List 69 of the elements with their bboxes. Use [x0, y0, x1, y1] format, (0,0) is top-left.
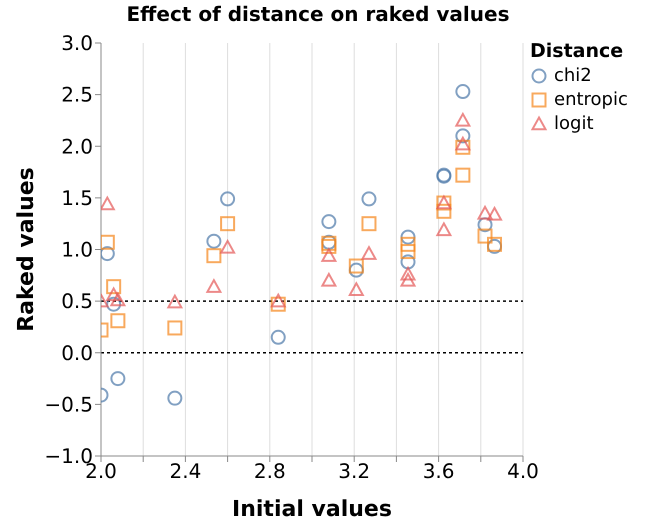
- point: [455, 168, 470, 183]
- point: [270, 294, 286, 308]
- legend-label: entropic: [554, 88, 628, 112]
- point: [167, 320, 182, 336]
- point: [220, 191, 236, 206]
- y-tick-label: 2.0: [61, 134, 93, 158]
- point: [220, 216, 236, 232]
- point: [478, 206, 493, 220]
- x-tick-label: 4.0: [507, 459, 539, 484]
- y-tick-label: 0.0: [61, 340, 93, 365]
- point: [101, 234, 115, 250]
- point: [321, 214, 336, 230]
- point: [400, 230, 416, 245]
- point: [321, 248, 336, 262]
- point: [436, 204, 452, 219]
- point: [167, 390, 182, 406]
- point: [361, 246, 376, 260]
- point: [348, 282, 364, 296]
- point: [400, 272, 416, 287]
- point: [101, 246, 115, 262]
- point: [400, 254, 416, 270]
- chart-title: Effect of distance on raked values: [126, 2, 510, 26]
- legend-label: logit: [554, 112, 594, 136]
- point: [455, 136, 470, 150]
- x-tick-label: 2.8: [254, 459, 286, 484]
- point: [455, 84, 470, 100]
- point: [361, 191, 376, 206]
- point: [348, 258, 364, 274]
- point: [400, 266, 416, 280]
- legend-title: Distance: [530, 40, 624, 62]
- point: [206, 234, 222, 249]
- point: [321, 238, 336, 254]
- point: [110, 371, 126, 386]
- x-tick-label: 2.4: [169, 459, 202, 484]
- point: [101, 196, 115, 210]
- point: [478, 217, 493, 232]
- point: [110, 292, 126, 306]
- x-tick-label: 3.2: [338, 459, 370, 484]
- point: [436, 222, 452, 236]
- legend-label: chi2: [554, 64, 592, 88]
- y-axis-title: Raked values: [14, 167, 39, 332]
- point: [361, 216, 376, 232]
- y-tick-label: −0.5: [44, 392, 93, 416]
- point: [106, 279, 122, 294]
- point: [321, 272, 336, 287]
- point: [348, 262, 364, 278]
- point: [400, 236, 416, 252]
- point: [400, 244, 416, 260]
- x-axis-title: Initial values: [232, 497, 392, 522]
- point: [110, 313, 126, 328]
- y-tick-label: 1.0: [61, 238, 93, 262]
- point: [206, 248, 222, 264]
- point: [167, 294, 182, 308]
- x-tick-label: 3.6: [422, 459, 455, 484]
- point: [487, 206, 502, 221]
- point: [220, 240, 236, 254]
- point: [270, 296, 286, 312]
- point: [455, 140, 470, 155]
- point: [206, 279, 222, 293]
- y-tick-label: 0.5: [61, 289, 93, 314]
- y-tick-label: 3.0: [61, 31, 93, 56]
- point: [455, 112, 470, 127]
- y-tick-label: 1.5: [61, 186, 93, 210]
- point: [478, 228, 493, 244]
- point: [106, 296, 122, 312]
- point: [106, 287, 122, 302]
- y-tick-label: 2.5: [61, 82, 93, 107]
- point: [455, 128, 470, 144]
- point: [270, 330, 286, 345]
